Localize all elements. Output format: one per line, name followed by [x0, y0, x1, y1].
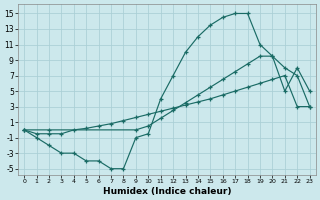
- X-axis label: Humidex (Indice chaleur): Humidex (Indice chaleur): [103, 187, 231, 196]
